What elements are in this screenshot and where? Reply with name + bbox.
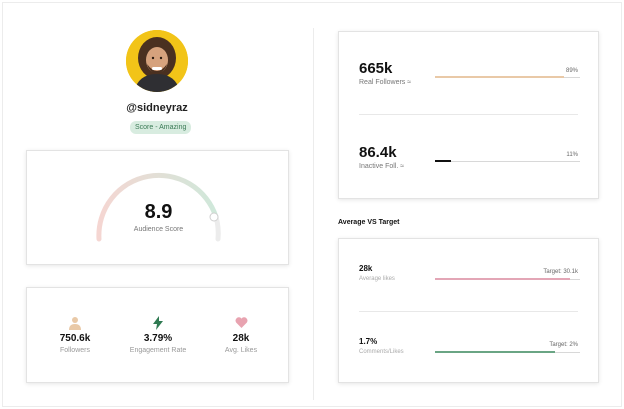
comments-likes-label: Comments/Likes — [359, 349, 404, 355]
score-badge: Score - Amazing — [130, 121, 192, 134]
comments-likes-target: Target: 2% — [549, 342, 578, 348]
followers-card: 665k Real Followers ≈ 89% 86.4k Inactive… — [338, 31, 599, 199]
average-likes-bar-fill — [435, 278, 570, 280]
audience-score-label: Audience Score — [133, 226, 184, 233]
inactive-followers-label: Inactive Foll. ≈ — [359, 163, 405, 170]
avatar-image — [126, 30, 188, 92]
average-likes-label: Average likes — [359, 276, 395, 282]
average-vs-target-card: 28k Average likes Target: 30.1k 1.7% Com… — [338, 238, 599, 383]
inactive-followers-percent: 11% — [566, 152, 578, 158]
average-likes-value: 28k — [359, 264, 373, 273]
gauge-knob — [209, 212, 219, 222]
stat-label: Avg. Likes — [224, 347, 258, 354]
average-vs-target-title: Average VS Target — [338, 219, 400, 226]
stats-card: 750.6k Followers 3.79% Engagement Rate 2… — [26, 287, 289, 383]
gauge-track — [96, 172, 219, 242]
average-likes-target: Target: 30.1k — [543, 269, 578, 275]
avatar — [126, 30, 188, 92]
stat-followers: 750.6k Followers — [35, 316, 115, 354]
followers-divider — [359, 114, 578, 115]
average-likes-bar — [435, 278, 580, 280]
stat-engagement: 3.79% Engagement Rate — [118, 316, 198, 354]
target-divider — [359, 311, 578, 312]
stat-label: Engagement Rate — [129, 347, 187, 354]
lightning-icon — [153, 316, 163, 330]
username: @sidneyraz — [126, 102, 188, 114]
inactive-followers-bar-fill — [435, 160, 451, 162]
comments-likes-bar — [435, 351, 580, 353]
stat-value: 750.6k — [59, 333, 91, 344]
comments-likes-bar-fill — [435, 351, 556, 353]
audience-score-card: 8.9 Audience Score — [26, 150, 289, 265]
inactive-followers-bar — [435, 160, 580, 162]
stat-avg-likes: 28k Avg. Likes — [201, 316, 281, 354]
person-icon — [69, 317, 81, 330]
real-followers-label: Real Followers ≈ — [359, 79, 412, 86]
audience-score-value: 8.9 — [144, 201, 173, 223]
real-followers-value: 665k — [359, 60, 393, 77]
stat-value: 28k — [232, 333, 250, 344]
real-followers-bar — [435, 76, 580, 78]
stat-value: 3.79% — [143, 333, 173, 344]
score-gauge — [96, 172, 221, 242]
comments-likes-value: 1.7% — [359, 337, 378, 346]
column-divider — [313, 28, 314, 400]
real-followers-percent: 89% — [565, 68, 578, 74]
inactive-followers-value: 86.4k — [359, 144, 397, 161]
stat-label: Followers — [60, 347, 90, 354]
real-followers-bar-fill — [435, 76, 565, 78]
heart-icon — [235, 317, 247, 328]
